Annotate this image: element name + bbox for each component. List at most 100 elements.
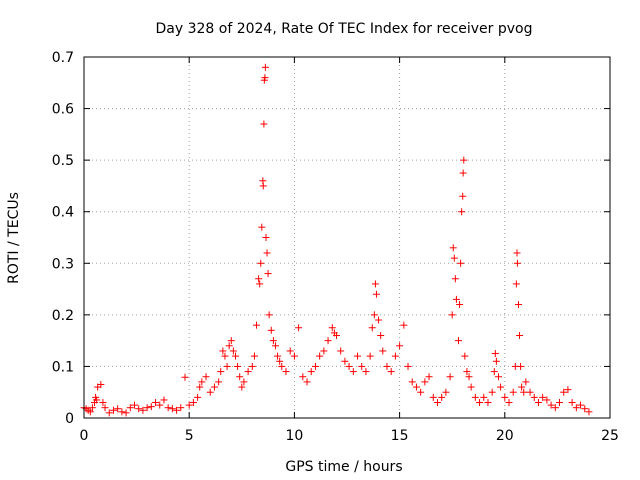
y-tick-label: 0 — [65, 411, 74, 427]
data-point — [122, 409, 130, 417]
data-points — [80, 63, 593, 417]
data-point — [408, 378, 416, 386]
grid-lines — [84, 57, 610, 418]
data-point — [147, 403, 155, 411]
data-point — [449, 244, 457, 252]
y-tick-label: 0.3 — [52, 256, 74, 272]
data-point — [372, 290, 380, 298]
x-tick-label: 25 — [601, 428, 619, 444]
data-point — [530, 393, 538, 401]
data-point — [480, 393, 488, 401]
data-point — [425, 373, 433, 381]
data-point — [429, 393, 437, 401]
data-point — [271, 342, 279, 350]
data-point — [139, 406, 147, 414]
data-point — [261, 63, 269, 71]
data-point — [366, 352, 374, 360]
data-point — [467, 383, 475, 391]
data-point — [556, 399, 564, 407]
data-point — [370, 311, 378, 319]
x-tick-label: 15 — [391, 428, 409, 444]
y-tick-label: 0.2 — [52, 308, 74, 324]
data-point — [210, 383, 218, 391]
x-axis-label: GPS time / hours — [285, 459, 402, 475]
data-point — [354, 352, 362, 360]
data-point — [286, 347, 294, 355]
data-point — [217, 368, 225, 376]
data-point — [295, 324, 303, 332]
data-point — [105, 409, 113, 417]
data-point — [198, 378, 206, 386]
data-point — [221, 352, 229, 360]
data-point — [290, 352, 298, 360]
axis-ticks — [83, 56, 611, 419]
data-point — [494, 373, 502, 381]
data-point — [345, 362, 353, 370]
data-point — [316, 352, 324, 360]
data-point — [488, 388, 496, 396]
data-point — [492, 357, 500, 365]
data-point — [501, 393, 509, 401]
data-point — [509, 388, 517, 396]
data-point — [160, 396, 168, 404]
data-point — [396, 342, 404, 350]
data-point — [421, 378, 429, 386]
data-point — [236, 373, 244, 381]
y-tick-label: 0.4 — [52, 205, 74, 221]
data-point — [457, 259, 465, 267]
data-point — [471, 393, 479, 401]
data-point — [520, 388, 528, 396]
data-point — [572, 404, 580, 412]
data-point — [517, 362, 525, 370]
chart-title: Day 328 of 2024, Rate Of TEC Index for r… — [156, 21, 533, 37]
data-point — [97, 380, 105, 388]
data-point — [135, 405, 143, 413]
data-point — [448, 311, 456, 319]
data-point — [459, 192, 467, 200]
data-point — [194, 393, 202, 401]
data-point — [274, 352, 282, 360]
data-point — [461, 352, 469, 360]
data-point — [253, 321, 261, 329]
data-point — [278, 362, 286, 370]
data-point — [438, 393, 446, 401]
data-point — [337, 347, 345, 355]
data-point — [320, 347, 328, 355]
data-point — [391, 352, 399, 360]
data-point — [168, 405, 176, 413]
data-point — [311, 362, 319, 370]
data-point — [307, 368, 315, 376]
data-point — [490, 368, 498, 376]
data-point — [456, 301, 464, 309]
data-point — [250, 352, 258, 360]
y-tick-labels: 0 0.1 0.2 0.3 0.4 0.5 0.6 0.7 — [52, 50, 74, 427]
data-point — [181, 373, 189, 381]
data-point — [118, 408, 126, 416]
data-point — [248, 362, 256, 370]
data-point — [400, 321, 408, 329]
data-point — [377, 331, 385, 339]
data-point — [412, 383, 420, 391]
x-tick-label: 10 — [285, 428, 303, 444]
data-point — [114, 405, 122, 413]
data-point — [231, 352, 239, 360]
data-point — [577, 401, 585, 409]
data-point — [202, 373, 210, 381]
x-tick-label: 20 — [496, 428, 514, 444]
data-point — [282, 368, 290, 376]
data-point — [379, 347, 387, 355]
data-point — [126, 404, 134, 412]
data-point — [451, 275, 459, 283]
x-tick-labels: 0 5 10 15 20 25 — [80, 428, 619, 444]
data-point — [455, 337, 463, 345]
data-point — [518, 383, 526, 391]
data-point — [257, 259, 265, 267]
data-point — [259, 182, 267, 190]
data-point — [109, 406, 117, 414]
data-point — [371, 280, 379, 288]
data-point — [324, 337, 332, 345]
data-point — [349, 368, 357, 376]
data-point — [539, 393, 547, 401]
data-point — [219, 347, 227, 355]
